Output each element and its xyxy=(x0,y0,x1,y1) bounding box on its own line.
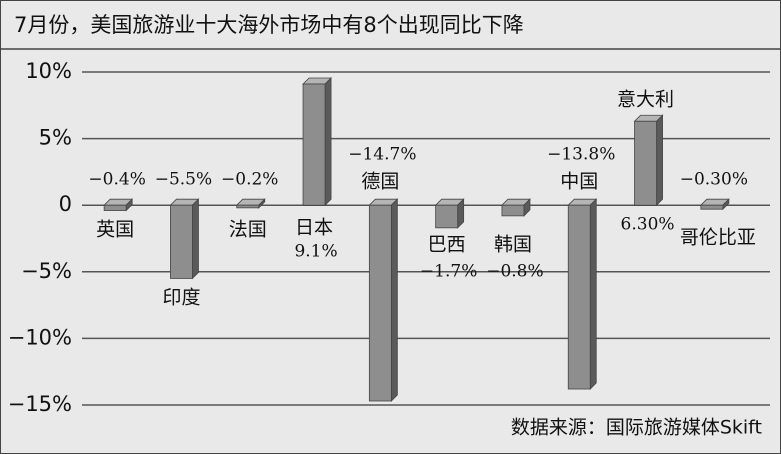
value-label: −0.2% xyxy=(221,170,278,190)
category-label: 韩国 xyxy=(494,234,532,256)
value-label: 6.30% xyxy=(621,215,675,235)
value-label: 9.1% xyxy=(294,242,337,262)
category-label: 哥伦比亚 xyxy=(680,227,756,249)
value-label: −0.4% xyxy=(88,170,145,190)
bar-side xyxy=(589,198,597,390)
bar xyxy=(501,204,525,217)
y-tick-label: −15% xyxy=(8,392,72,416)
y-tick-label: −5% xyxy=(21,259,72,283)
value-label: −1.7% xyxy=(420,262,477,282)
value-label: −14.7% xyxy=(348,145,416,165)
category-label: 巴西 xyxy=(428,234,466,256)
bar-side xyxy=(390,198,398,402)
category-label: 意大利 xyxy=(617,89,674,111)
bar-side xyxy=(656,114,663,207)
bar xyxy=(103,204,127,211)
bar xyxy=(634,120,657,206)
value-label: −0.30% xyxy=(680,170,748,190)
bar xyxy=(170,204,193,279)
value-label: −0.8% xyxy=(486,262,543,282)
bar-side xyxy=(324,77,332,207)
category-label: 英国 xyxy=(96,219,134,241)
category-label: 中国 xyxy=(560,171,598,193)
bar xyxy=(700,204,724,210)
y-tick-label: 0 xyxy=(59,192,72,216)
y-tick-label: −10% xyxy=(8,325,72,349)
source-note: 数据来源：国际旅游媒体Skift xyxy=(511,417,762,439)
value-label: −13.8% xyxy=(547,145,615,165)
bar xyxy=(236,204,260,209)
category-label: 日本 xyxy=(295,217,333,239)
value-label: −5.5% xyxy=(155,170,212,190)
bar xyxy=(302,83,326,206)
chart-title: 7月份，美国旅游业十大海外市场中有8个出现同比下降 xyxy=(14,13,524,37)
bar-side xyxy=(192,198,199,280)
y-tick-label: 10% xyxy=(25,59,72,83)
category-label: 德国 xyxy=(361,171,399,193)
bar xyxy=(567,204,591,390)
category-label: 法国 xyxy=(229,219,267,241)
category-label: 印度 xyxy=(162,287,200,309)
bar xyxy=(435,204,459,229)
bar xyxy=(368,204,392,402)
y-tick-label: 5% xyxy=(39,126,72,150)
